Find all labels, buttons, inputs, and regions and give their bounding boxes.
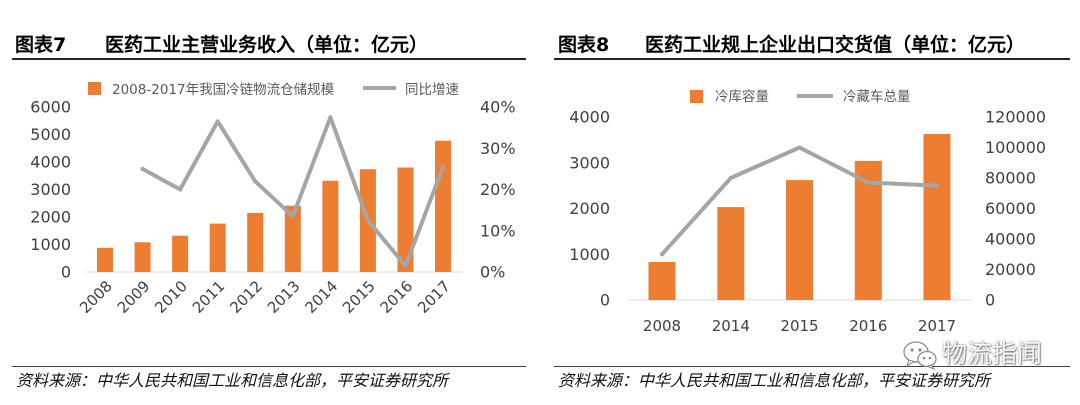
secondary-y-axis-tick-label: 100000: [985, 138, 1046, 157]
bar-2016: [397, 167, 414, 272]
secondary-y-axis-tick-label: 20%: [480, 180, 516, 199]
y-axis-tick-label: 5000: [30, 125, 71, 144]
bar-2014: [717, 207, 745, 300]
legend-swatch-bar: [88, 82, 101, 95]
x-axis-tick-label: 2012: [226, 277, 266, 317]
line-point-2008: [660, 252, 664, 257]
bar-2012: [247, 212, 264, 272]
legend-label-line: 冷藏车总量: [843, 88, 911, 105]
legend-swatch-bar: [690, 90, 703, 103]
bar-2009: [134, 242, 151, 272]
line-point-2013: [290, 214, 295, 219]
line-point-2012: [253, 179, 258, 184]
y-axis-tick-label: 4000: [30, 153, 71, 172]
source-note: 资料来源：中华人民共和国工业和信息化部，平安证券研究所: [558, 371, 991, 390]
x-axis-tick-label: 2016: [377, 277, 417, 317]
watermark: 物流指闻: [902, 336, 1070, 374]
bar-series: [97, 140, 451, 272]
y-axis-tick-label: 0: [600, 291, 610, 310]
line-point-2011: [215, 119, 220, 124]
secondary-y-axis-tick-label: 40%: [480, 98, 516, 117]
y-axis-tick-label: 0: [61, 263, 71, 282]
y-axis-tick-label: 3000: [30, 180, 71, 199]
secondary-y-axis-tick-label: 10%: [480, 221, 516, 240]
x-axis-tick-label: 2009: [114, 277, 154, 317]
line-point-2017: [441, 164, 445, 169]
source-rule: [554, 366, 1070, 367]
y-axis-tick-label: 6000: [30, 98, 71, 117]
x-axis-tick-label: 2014: [301, 277, 341, 317]
line-point-2009: [140, 166, 145, 171]
x-axis-tick-label: 2016: [849, 317, 887, 335]
line-series: [660, 145, 939, 257]
x-axis-tick-label: 2015: [339, 277, 379, 317]
figure-header: 图表8 医药工业规上企业出口交货值（单位：亿元）: [554, 33, 1070, 60]
source-note: 资料来源：中华人民共和国工业和信息化部，平安证券研究所: [16, 371, 449, 390]
secondary-y-axis-tick-label: 80000: [985, 169, 1036, 188]
chart-left: 0 1000 2000 3000 4000 5000 6000 0% 10% 20% 30% 40% 2…: [30, 82, 516, 317]
legend: 2008-2017年我国冷链物流仓储规模 同比增速: [88, 82, 459, 98]
bar-2008: [648, 262, 676, 300]
secondary-y-axis-tick-label: 30%: [480, 139, 516, 158]
bar-2013: [284, 205, 301, 272]
x-axis-tick-label: 2011: [189, 277, 229, 317]
figure-header: 图表7 医药工业主营业务收入（单位：亿元）: [12, 33, 526, 60]
line-point-2015: [797, 145, 802, 150]
bar-2011: [209, 223, 226, 272]
line-point-2016: [403, 263, 408, 268]
secondary-y-axis-tick-label: 120000: [985, 108, 1046, 127]
figure-title: 医药工业规上企业出口交货值（单位：亿元）: [645, 34, 1026, 56]
figure-panel-right: 图表8 医药工业规上企业出口交货值（单位：亿元） 0 1000 2000 3000 40…: [552, 0, 1070, 405]
y-axis-tick-label: 1000: [569, 245, 610, 264]
x-axis-tick-label: 2008: [643, 317, 681, 335]
source-rule: [12, 366, 526, 367]
line-point-2015: [365, 218, 370, 223]
x-axis-tick-label: 2010: [151, 277, 191, 317]
y-axis-tick-label: 3000: [569, 153, 610, 172]
secondary-y-axis-tick-label: 20000: [985, 260, 1036, 279]
figure-label: 图表8: [558, 34, 610, 56]
figure-label: 图表7: [15, 34, 67, 56]
bar-2014: [322, 180, 339, 272]
secondary-y-axis-tick-label: 0: [985, 291, 995, 310]
axes: 0100020003000400002000040000600008000010…: [569, 108, 1046, 336]
line-point-2016: [866, 180, 871, 185]
bar-2017: [923, 133, 951, 300]
secondary-y-axis-tick-label: 60000: [985, 199, 1036, 218]
y-axis-tick-label: 2000: [30, 208, 71, 227]
x-axis-tick-label: 2013: [264, 277, 304, 317]
secondary-y-axis-tick-label: 0%: [480, 263, 505, 282]
watermark-text: 物流指闻: [942, 339, 1043, 368]
legend: 冷库容量 冷藏车总量: [690, 88, 911, 105]
legend-label-bar: 2008-2017年我国冷链物流仓储规模: [112, 82, 335, 98]
figure-title: 医药工业主营业务收入（单位：亿元）: [105, 34, 429, 56]
x-axis-tick-label: 2017: [414, 277, 454, 317]
line-point-2014: [328, 115, 333, 120]
bar-2010: [172, 235, 189, 272]
y-axis-tick-label: 1000: [30, 235, 71, 254]
y-axis-tick-label: 2000: [569, 199, 610, 218]
line-series: [140, 115, 445, 268]
bar-2017: [435, 140, 451, 272]
legend-label-line: 同比增速: [405, 82, 459, 98]
x-axis-tick-label: 2008: [76, 277, 116, 317]
secondary-y-axis-tick-label: 40000: [985, 230, 1036, 249]
chart-right: 0100020003000400002000040000600008000010…: [569, 88, 1046, 336]
wechat-icon: [903, 341, 937, 371]
x-axis-tick-label: 2015: [780, 317, 818, 335]
line-point-2017: [935, 183, 939, 188]
line-point-2014: [728, 176, 733, 180]
bar-2008: [97, 247, 113, 272]
x-axis-tick-label: 2017: [918, 317, 956, 335]
legend-label-bar: 冷库容量: [715, 88, 769, 105]
x-axis-tick-label: 2014: [712, 317, 750, 335]
line-point-2010: [178, 187, 183, 192]
bar-2015: [786, 180, 813, 300]
y-axis-tick-label: 4000: [569, 108, 610, 127]
figure-panel-left: 图表7 医药工业主营业务收入（单位：亿元） 0 1000 2000 3000 4000 5…: [10, 0, 526, 405]
